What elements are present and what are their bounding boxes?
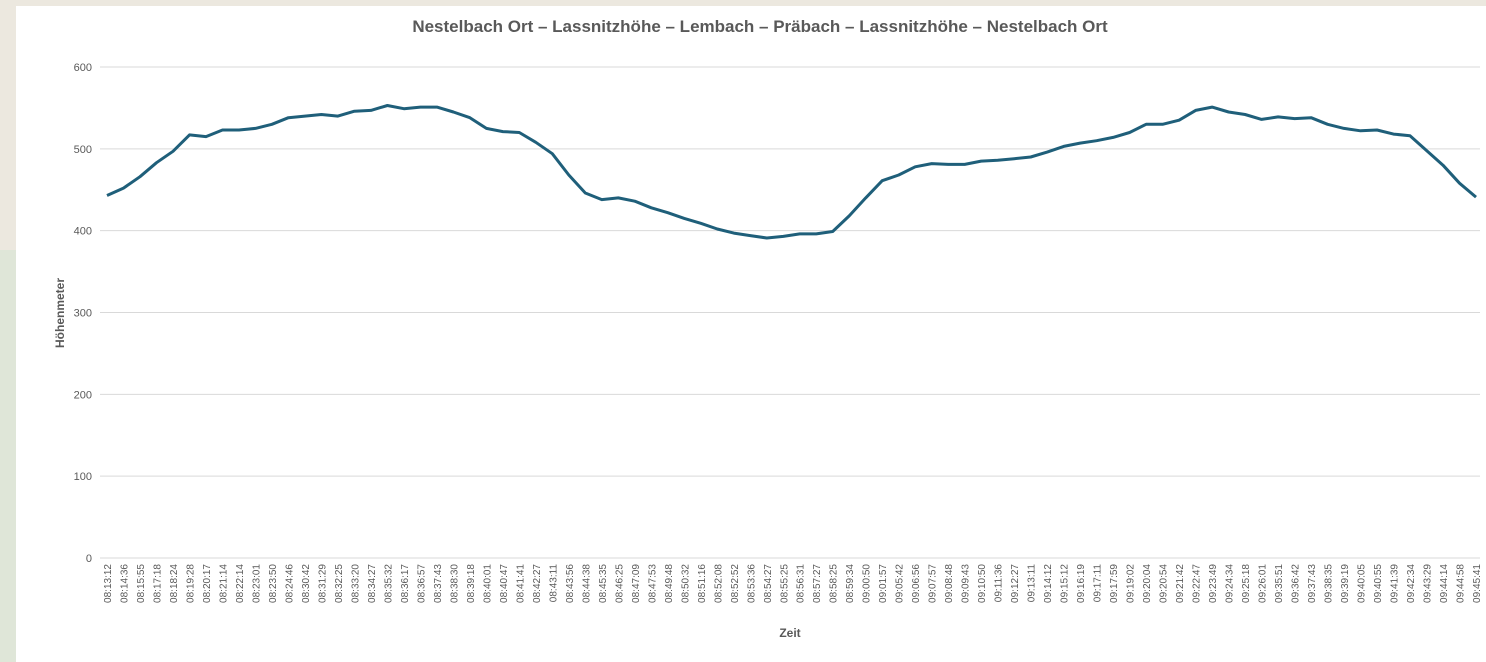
x-tick-label: 09:43:29 bbox=[1423, 564, 1434, 603]
x-tick-label: 09:25:18 bbox=[1241, 564, 1252, 603]
x-tick-label: 09:35:51 bbox=[1274, 564, 1285, 603]
x-tick-label: 09:45:41 bbox=[1472, 564, 1483, 603]
x-tick-label: 09:13:11 bbox=[1027, 564, 1038, 603]
y-tick-label: 0 bbox=[86, 553, 92, 565]
x-tick-label: 08:44:38 bbox=[581, 564, 592, 603]
x-tick-label: 08:51:16 bbox=[697, 564, 708, 603]
x-tick-label: 08:39:18 bbox=[466, 564, 477, 603]
x-tick-label: 08:54:27 bbox=[763, 564, 774, 603]
chart: Nestelbach Ort – Lassnitzhöhe – Lembach … bbox=[0, 0, 1486, 662]
x-tick-label: 09:16:19 bbox=[1076, 564, 1087, 603]
x-tick-label: 09:38:35 bbox=[1324, 564, 1335, 603]
x-tick-label: 08:53:36 bbox=[746, 564, 757, 603]
x-tick-label: 08:18:24 bbox=[169, 564, 180, 603]
page: Nestelbach Ort – Lassnitzhöhe – Lembach … bbox=[0, 0, 1486, 662]
y-tick-label: 300 bbox=[74, 308, 92, 320]
x-tick-label: 09:22:47 bbox=[1192, 564, 1203, 603]
x-tick-label: 08:49:48 bbox=[664, 564, 675, 603]
x-tick-label: 08:34:27 bbox=[367, 564, 378, 603]
y-tick-label: 200 bbox=[74, 389, 92, 401]
x-tick-label: 09:14:12 bbox=[1043, 564, 1054, 603]
x-tick-label: 08:56:31 bbox=[796, 564, 807, 603]
y-tick-label: 500 bbox=[74, 144, 92, 156]
x-axis-label: Zeit bbox=[779, 626, 800, 640]
x-tick-label: 09:05:42 bbox=[895, 564, 906, 603]
x-tick-label: 08:35:32 bbox=[383, 564, 394, 603]
chart-area bbox=[16, 6, 1486, 662]
x-tick-label: 08:31:29 bbox=[317, 564, 328, 603]
y-axis-label: Höhenmeter bbox=[53, 278, 67, 348]
x-tick-label: 08:46:25 bbox=[614, 564, 625, 603]
x-tick-label: 09:26:01 bbox=[1258, 564, 1269, 603]
x-tick-label: 08:52:08 bbox=[713, 564, 724, 603]
x-tick-label: 09:36:42 bbox=[1291, 564, 1302, 603]
x-tick-label: 09:37:43 bbox=[1307, 564, 1318, 603]
x-tick-label: 09:15:12 bbox=[1060, 564, 1071, 603]
x-tick-label: 09:09:43 bbox=[961, 564, 972, 603]
x-tick-label: 08:22:14 bbox=[235, 564, 246, 603]
x-tick-label: 08:47:09 bbox=[631, 564, 642, 603]
x-tick-label: 08:23:50 bbox=[268, 564, 279, 603]
x-tick-label: 09:19:02 bbox=[1126, 564, 1137, 603]
x-tick-label: 09:44:14 bbox=[1439, 564, 1450, 603]
x-tick-label: 08:23:01 bbox=[251, 564, 262, 603]
x-tick-label: 08:40:01 bbox=[482, 564, 493, 603]
x-tick-label: 09:10:50 bbox=[977, 564, 988, 603]
x-tick-label: 08:58:25 bbox=[829, 564, 840, 603]
x-tick-label: 08:19:28 bbox=[185, 564, 196, 603]
x-tick-label: 09:08:48 bbox=[944, 564, 955, 603]
x-tick-label: 08:42:27 bbox=[532, 564, 543, 603]
x-tick-label: 08:32:25 bbox=[334, 564, 345, 603]
x-tick-label: 08:59:34 bbox=[845, 564, 856, 603]
x-tick-label: 08:52:52 bbox=[730, 564, 741, 603]
x-tick-label: 09:00:50 bbox=[862, 564, 873, 603]
x-tick-label: 09:23:49 bbox=[1208, 564, 1219, 603]
chart-title: Nestelbach Ort – Lassnitzhöhe – Lembach … bbox=[412, 17, 1108, 36]
y-tick-label: 600 bbox=[74, 62, 92, 74]
x-tick-label: 08:38:30 bbox=[449, 564, 460, 603]
x-tick-label: 09:12:27 bbox=[1010, 564, 1021, 603]
x-tick-label: 08:47:53 bbox=[647, 564, 658, 603]
x-tick-label: 09:11:36 bbox=[994, 564, 1005, 603]
x-tick-label: 08:20:17 bbox=[202, 564, 213, 603]
x-tick-label: 09:40:05 bbox=[1357, 564, 1368, 603]
x-tick-label: 08:36:17 bbox=[400, 564, 411, 603]
x-tick-label: 08:37:43 bbox=[433, 564, 444, 603]
x-tick-label: 08:14:36 bbox=[119, 564, 130, 603]
x-tick-label: 09:21:42 bbox=[1175, 564, 1186, 603]
x-tick-label: 09:01:57 bbox=[878, 564, 889, 603]
x-tick-label: 09:44:58 bbox=[1456, 564, 1467, 603]
x-tick-label: 09:07:57 bbox=[928, 564, 939, 603]
x-tick-label: 08:57:27 bbox=[812, 564, 823, 603]
y-tick-label: 100 bbox=[74, 471, 92, 483]
x-tick-label: 08:17:18 bbox=[152, 564, 163, 603]
x-tick-label: 08:55:25 bbox=[779, 564, 790, 603]
x-tick-label: 09:24:34 bbox=[1225, 564, 1236, 603]
x-tick-label: 08:40:47 bbox=[499, 564, 510, 603]
x-tick-label: 09:20:04 bbox=[1142, 564, 1153, 603]
x-tick-label: 08:36:57 bbox=[416, 564, 427, 603]
x-tick-label: 08:13:12 bbox=[103, 564, 114, 603]
x-tick-label: 09:42:34 bbox=[1406, 564, 1417, 603]
x-tick-label: 08:21:14 bbox=[218, 564, 229, 603]
x-tick-label: 09:20:54 bbox=[1159, 564, 1170, 603]
x-tick-label: 08:45:35 bbox=[598, 564, 609, 603]
x-tick-label: 08:50:32 bbox=[680, 564, 691, 603]
x-tick-label: 08:15:55 bbox=[136, 564, 147, 603]
x-tick-label: 08:33:20 bbox=[350, 564, 361, 603]
x-tick-label: 09:39:19 bbox=[1340, 564, 1351, 603]
x-tick-label: 08:43:11 bbox=[548, 564, 559, 603]
x-tick-label: 09:06:56 bbox=[911, 564, 922, 603]
x-tick-label: 09:40:55 bbox=[1373, 564, 1384, 603]
x-tick-label: 08:41:41 bbox=[515, 564, 526, 603]
x-tick-label: 09:41:39 bbox=[1390, 564, 1401, 603]
x-tick-label: 08:24:46 bbox=[284, 564, 295, 603]
x-tick-label: 09:17:59 bbox=[1109, 564, 1120, 603]
x-tick-label: 08:30:42 bbox=[301, 564, 312, 603]
x-tick-label: 08:43:56 bbox=[565, 564, 576, 603]
y-tick-label: 400 bbox=[74, 226, 92, 238]
x-tick-label: 09:17:11 bbox=[1093, 564, 1104, 603]
